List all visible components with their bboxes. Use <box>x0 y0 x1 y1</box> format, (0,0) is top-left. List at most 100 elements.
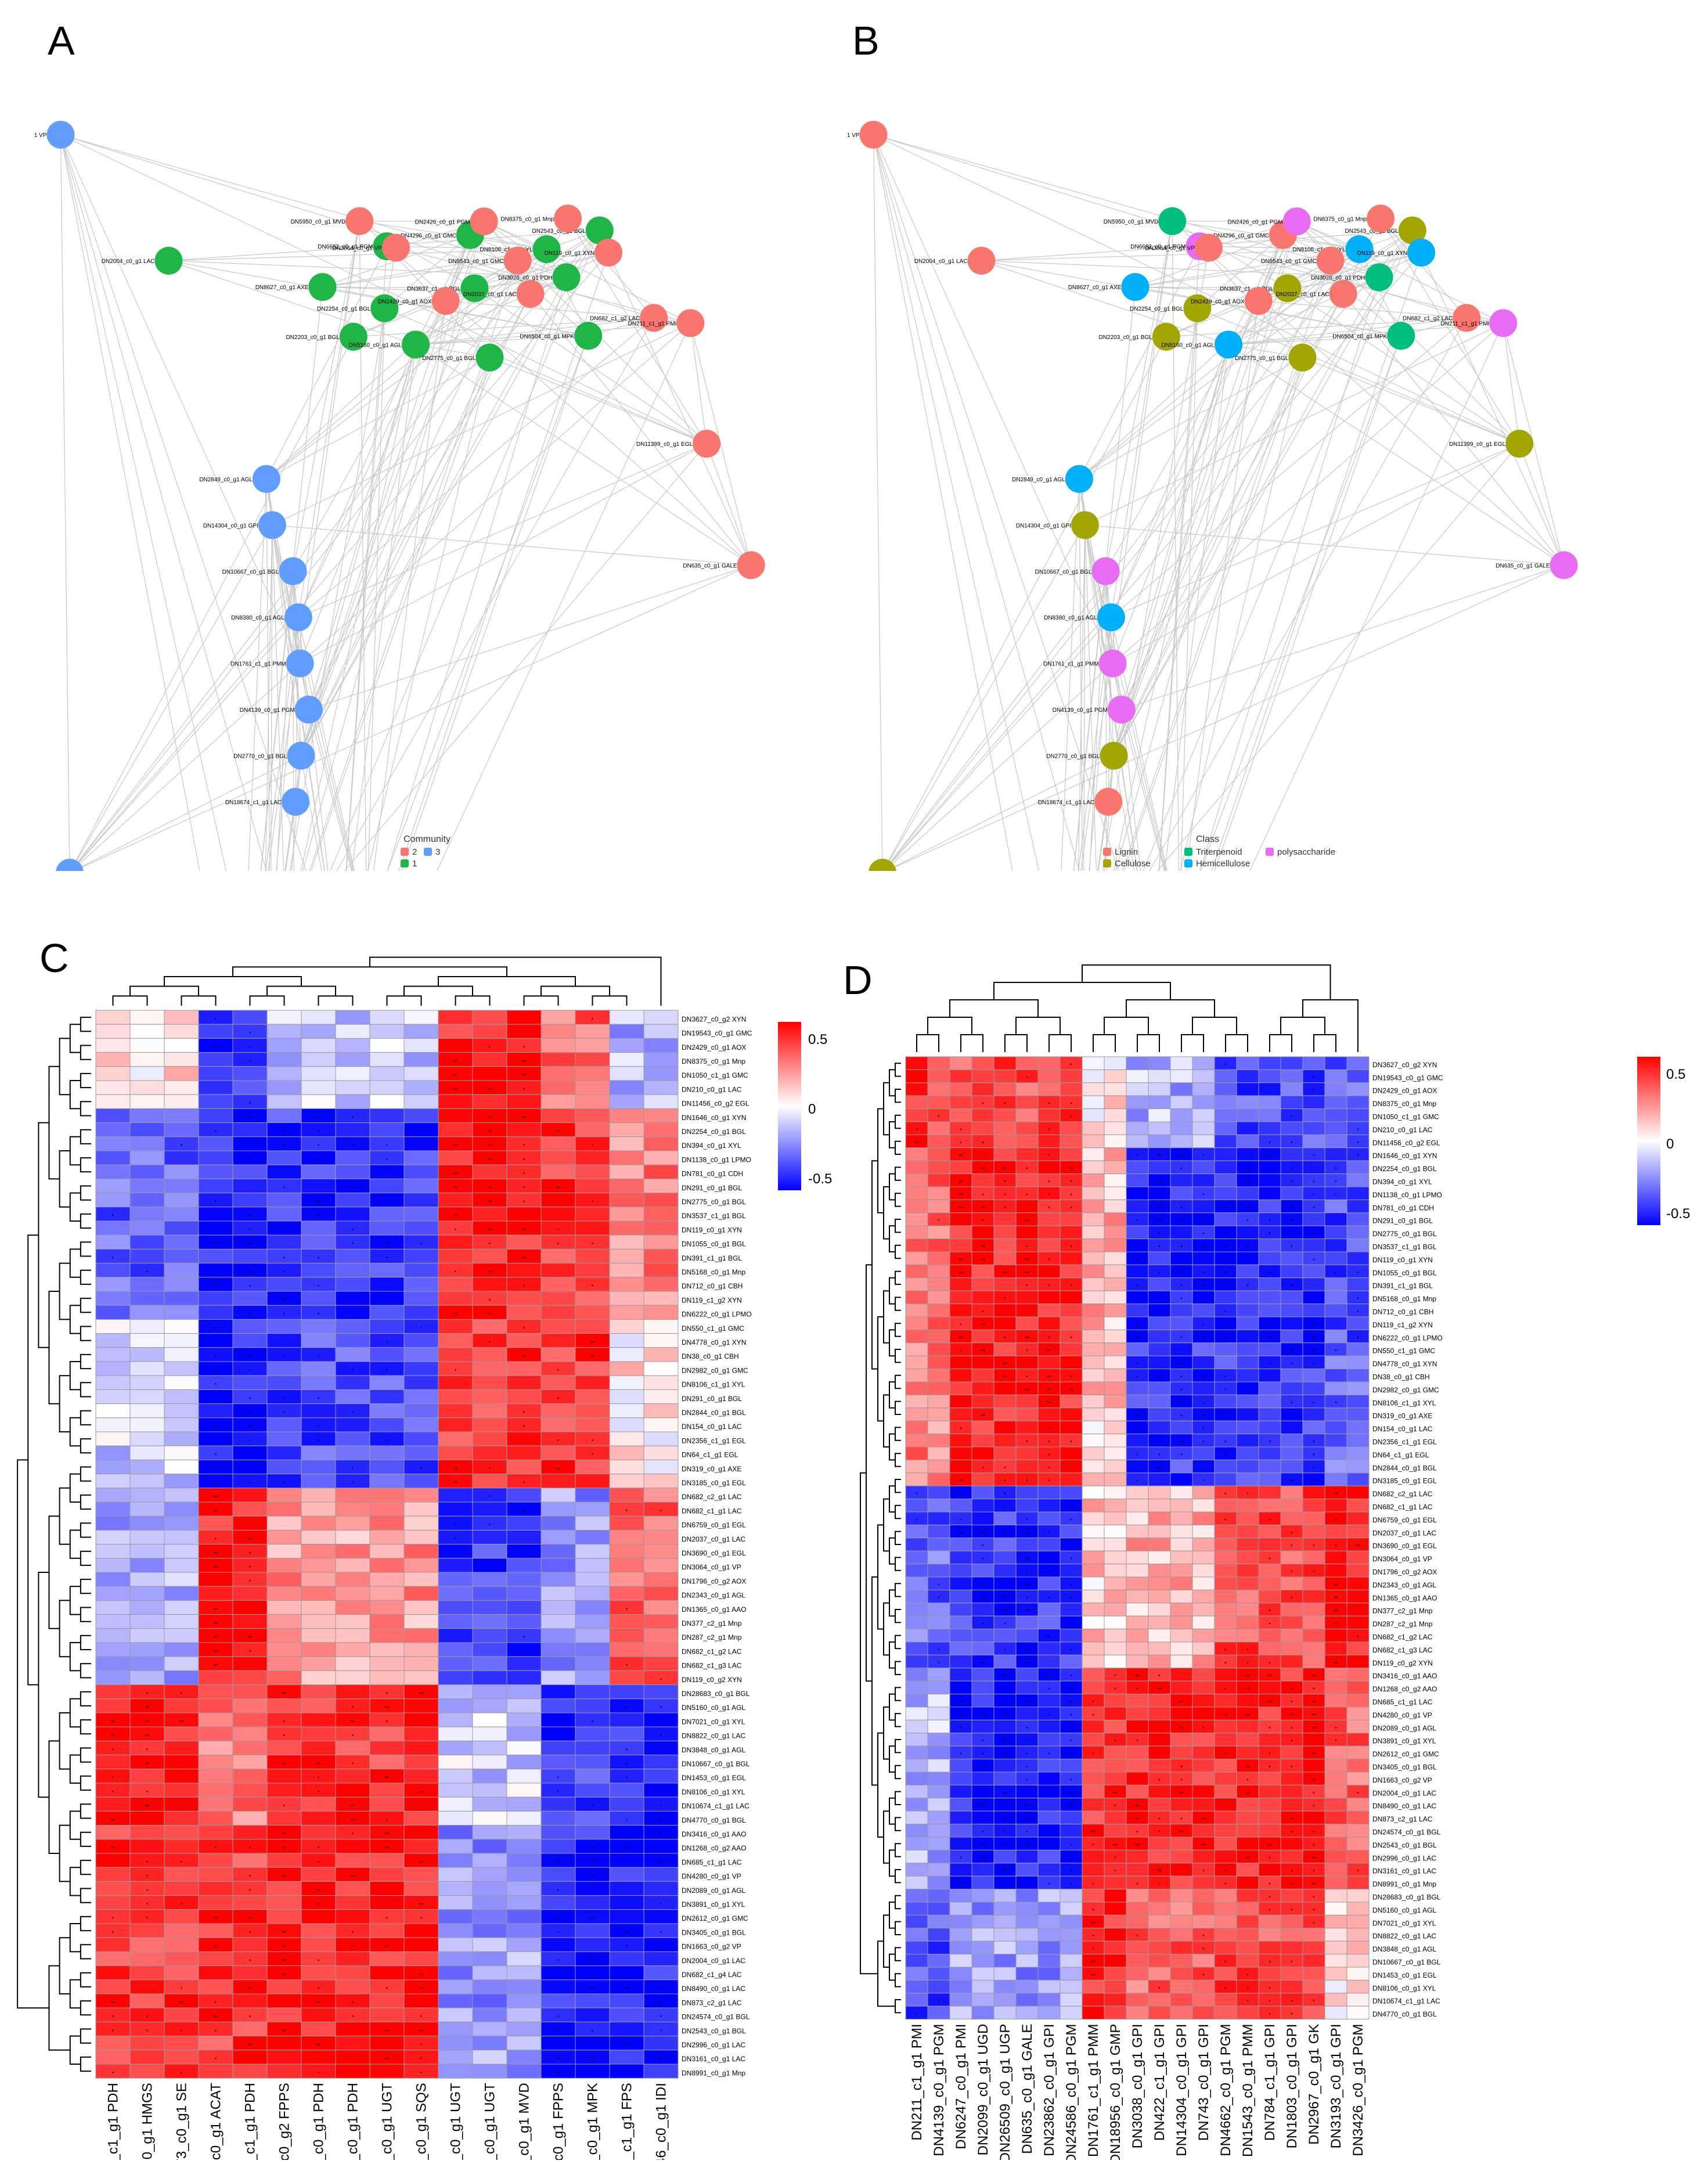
network-b-edge <box>873 134 1119 871</box>
heatmap-c-cell <box>575 1150 610 1165</box>
heatmap-c-cell <box>506 1881 542 1896</box>
heatmap-d-cell <box>1082 1771 1105 1785</box>
heatmap-d-cell <box>1060 1902 1083 1915</box>
heatmap-d-cell <box>927 1603 950 1616</box>
heatmap-c-cell <box>266 1305 302 1320</box>
heatmap-c-signif-mark: * <box>592 1453 594 1459</box>
network-b-node-label-dn11399-c0-g1-egl: DN11399_c0_g1 EGL <box>1449 441 1506 448</box>
heatmap-c-col-dendrogram-branch <box>164 976 302 986</box>
heatmap-c-cell <box>164 1178 199 1194</box>
heatmap-d-cell <box>905 1771 928 1785</box>
heatmap-d-cell <box>1126 1914 1149 1929</box>
heatmap-c-cell <box>438 1895 473 1910</box>
heatmap-d-cell <box>1258 1186 1281 1200</box>
heatmap-d-row-dendrogram-branch <box>895 1297 901 1311</box>
heatmap-c-cell <box>506 1544 542 1559</box>
heatmap-c-cell <box>369 1263 405 1278</box>
heatmap-d-cell <box>1082 1434 1105 1448</box>
heatmap-c-signif-mark: * <box>489 1242 491 1248</box>
heatmap-d-cell <box>1126 1225 1149 1240</box>
heatmap-c-cell <box>472 1684 507 1699</box>
heatmap-d-cell <box>993 1147 1017 1161</box>
heatmap-d-cell <box>1104 1134 1127 1148</box>
heatmap-c-signif-mark: ** <box>214 1551 218 1557</box>
heatmap-c-signif-mark: * <box>215 1354 217 1360</box>
network-a-node-label-dn10667-c0-g1-bgl: DN10667_c0_g1 BGL <box>222 569 279 575</box>
heatmap-c-cell <box>232 1937 268 1952</box>
network-b-node-label-dn211-c1-g1-pmi: DN211_c1_g1 PMI <box>1441 321 1490 327</box>
heatmap-c-cell <box>335 1333 370 1348</box>
heatmap-d-cell <box>1192 1134 1215 1148</box>
heatmap-c-cell <box>301 1600 336 1615</box>
heatmap-c-cell <box>643 1277 679 1292</box>
heatmap-d-cell <box>1192 1694 1215 1708</box>
heatmap-d-cell <box>971 1719 994 1734</box>
heatmap-c-col-dendrogram-branch <box>266 985 336 996</box>
heatmap-c-cell <box>609 1670 644 1686</box>
heatmap-c-row-label-dn3405-c0-g1-bgl: DN3405_c0_g1 BGL <box>682 1928 746 1936</box>
heatmap-d-cell <box>1346 1603 1370 1616</box>
heatmap-c-cell <box>403 1515 439 1531</box>
heatmap-c-row-dendrogram-branch <box>80 1775 91 1791</box>
heatmap-c-cell <box>575 1628 610 1643</box>
network-b-edge <box>1502 323 1520 444</box>
heatmap-d-signif-mark: ** <box>1223 1869 1228 1875</box>
heatmap-d-row-label-dn377-c2-g1-mnp: DN377_c2_g1 Mnp <box>1372 1607 1433 1615</box>
heatmap-d-row-label-dn3405-c0-g1-bgl: DN3405_c0_g1 BGL <box>1372 1763 1437 1771</box>
heatmap-d-signif-mark: ** <box>1311 1700 1316 1706</box>
heatmap-c-cell <box>403 1066 439 1081</box>
heatmap-c-row-dendrogram-branch <box>69 1305 81 1334</box>
heatmap-d-signif-mark: * <box>1335 1270 1337 1277</box>
heatmap-d-col-dendrogram-branch <box>1137 1034 1160 1052</box>
heatmap-c-cell <box>266 2007 302 2022</box>
heatmap-d-signif-mark: ** <box>1003 1752 1007 1758</box>
heatmap-c-cell <box>575 2036 610 2051</box>
heatmap-d-cell <box>1346 1680 1370 1695</box>
heatmap-c-cell <box>335 2007 370 2022</box>
heatmap-d-cell <box>1302 1524 1325 1539</box>
heatmap-d-cell <box>1082 1134 1105 1148</box>
heatmap-c-cell <box>540 1515 576 1531</box>
heatmap-d-cell <box>1236 1589 1259 1604</box>
heatmap-d-row-label-dn4770-c0-g1-bgl: DN4770_c0_g1 BGL <box>1372 2010 1437 2018</box>
heatmap-d-cell <box>1302 1485 1325 1500</box>
heatmap-d-cell <box>1126 1629 1149 1643</box>
heatmap-d-signif-mark: ** <box>1245 1765 1250 1771</box>
network-b-edge <box>1208 247 1504 324</box>
heatmap-d-signif-mark: * <box>1180 1817 1183 1823</box>
heatmap-c-cell <box>506 1080 542 1095</box>
heatmap-c-cell <box>369 1810 405 1826</box>
heatmap-c-signif-mark: * <box>146 1860 149 1866</box>
heatmap-c-cell <box>369 1951 405 1967</box>
heatmap-c-signif-mark: * <box>557 1789 560 1796</box>
heatmap-d-row-dendrogram-branch <box>895 1661 901 1675</box>
network-b-edge <box>981 249 1360 261</box>
heatmap-d-row-dendrogram-branch <box>895 1817 901 1831</box>
heatmap-c-signif-mark: ** <box>590 2057 595 2063</box>
heatmap-d-cell <box>971 1928 994 1942</box>
heatmap-d-colorbar-tick-low: -0.5 <box>1666 1206 1690 1222</box>
heatmap-d-cell <box>1082 1056 1105 1070</box>
heatmap-c-cell <box>335 1305 370 1320</box>
heatmap-c-signif-mark: ** <box>385 2057 390 2063</box>
heatmap-d-row-label-dn11456-c0-g2-egl: DN11456_c0_g2 EGL <box>1372 1139 1440 1147</box>
heatmap-d-cell <box>1302 1277 1325 1291</box>
heatmap-c-cell <box>335 1614 370 1629</box>
heatmap-c-cell <box>95 1038 131 1053</box>
heatmap-d-cell <box>1104 1434 1127 1448</box>
heatmap-d-cell <box>1192 1849 1215 1864</box>
heatmap-c-row-dendrogram-branch <box>80 1241 91 1257</box>
heatmap-d-signif-mark: ** <box>1069 1388 1073 1394</box>
heatmap-c-signif-mark: ** <box>385 2029 390 2035</box>
heatmap-c-cell <box>540 1052 576 1067</box>
heatmap-d-cell <box>1148 2005 1171 2020</box>
network-a-node-label-dn8627-c0-g1-axe: DN8627_c0_g1 AXE <box>255 285 309 291</box>
heatmap-c-row-label-dn287-c2-g1-mnp: DN287_c2_g1 Mnp <box>682 1633 742 1641</box>
heatmap-d-cell <box>1258 1824 1281 1838</box>
heatmap-c-signif-mark: ** <box>419 1789 424 1796</box>
heatmap-c-signif-mark: * <box>352 1930 354 1936</box>
heatmap-c-signif-mark: * <box>352 1368 354 1374</box>
heatmap-d-cell <box>949 1863 972 1877</box>
heatmap-d-signif-mark: * <box>1048 1440 1050 1446</box>
heatmap-d-cell <box>1280 1499 1303 1513</box>
